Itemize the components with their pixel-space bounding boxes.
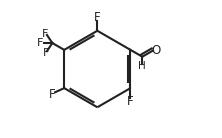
Text: F: F [42, 29, 49, 39]
Text: H: H [139, 61, 146, 71]
Text: F: F [127, 95, 134, 108]
Text: O: O [152, 44, 161, 57]
Text: F: F [43, 47, 50, 58]
Text: F: F [94, 11, 101, 24]
Text: F: F [49, 88, 56, 101]
Text: F: F [37, 38, 43, 48]
